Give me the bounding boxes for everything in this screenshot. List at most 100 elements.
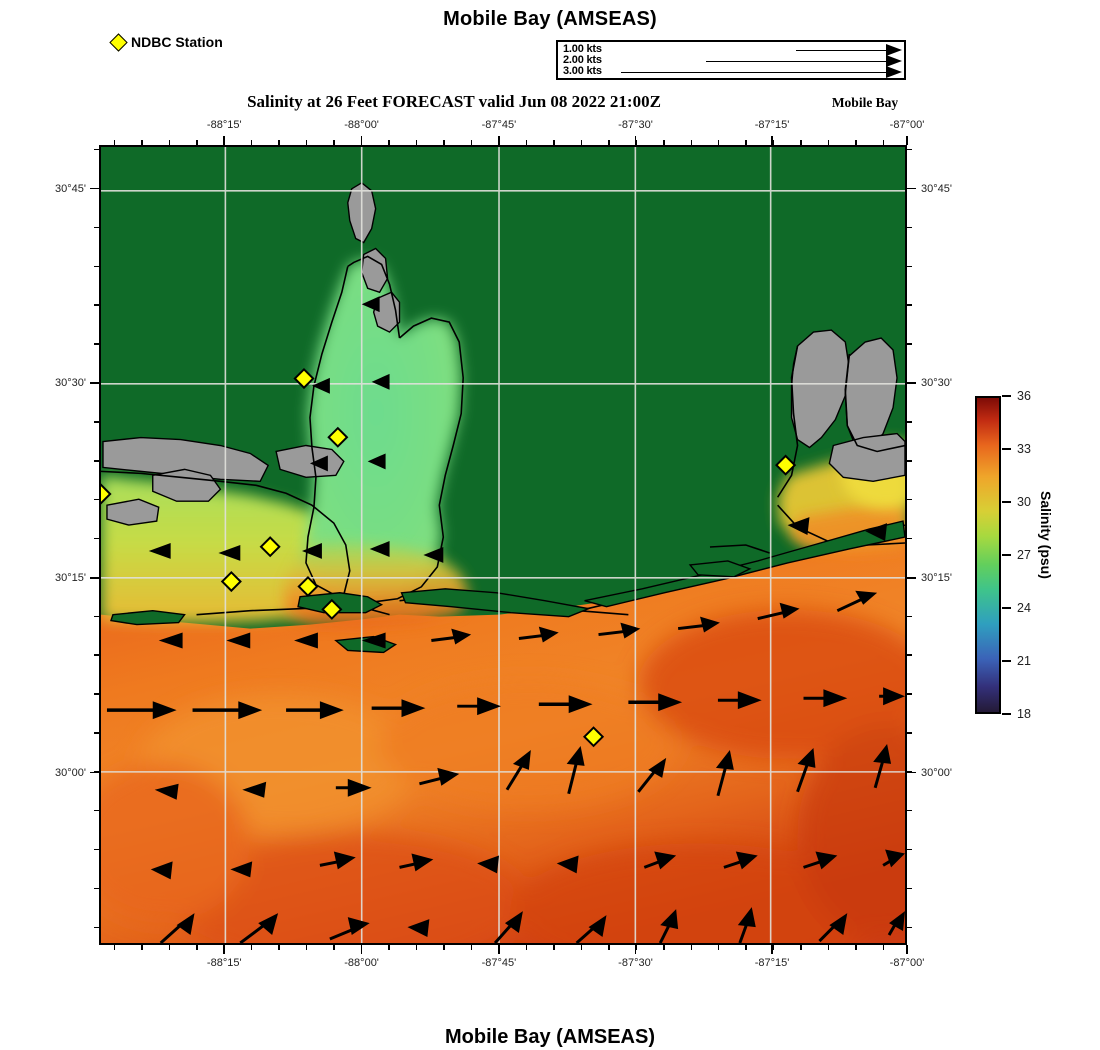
axis-major-tick-y: [90, 187, 99, 190]
current-vector: [505, 749, 531, 791]
current-vector: [477, 855, 500, 874]
axis-minor-tick-y: [907, 693, 912, 695]
axis-minor-tick-y: [907, 926, 912, 929]
axis-minor-tick-x: [223, 945, 225, 950]
axis-minor-tick-x: [196, 945, 198, 950]
vector-scale-shaft: [706, 61, 886, 62]
current-vector: [677, 616, 720, 633]
current-vector: [818, 913, 848, 943]
ndbc-station-marker: [101, 483, 112, 505]
axis-label-longitude-top: -87°30': [618, 119, 653, 131]
ndbc-station-marker: [259, 536, 281, 558]
current-vector: [286, 701, 344, 720]
current-vector: [796, 747, 816, 793]
axis-minor-tick-y: [907, 343, 912, 345]
axis-major-tick-y: [907, 577, 916, 580]
axis-minor-tick-y: [907, 537, 912, 540]
axis-minor-tick-x: [168, 945, 171, 950]
current-vector: [302, 543, 322, 559]
colorbar-tick: [1002, 395, 1011, 397]
axis-label-longitude-bottom: -87°45': [481, 957, 517, 969]
axis-label-longitude-bottom: -87°15': [754, 957, 790, 969]
axis-minor-tick-x: [663, 945, 665, 950]
current-vector: [311, 377, 330, 394]
axis-major-tick-x: [634, 945, 637, 954]
axis-minor-tick-x: [333, 945, 335, 950]
ndbc-station-marker: [321, 598, 343, 620]
ndbc-station-marker: [220, 570, 242, 593]
axis-major-tick-y: [90, 577, 99, 580]
vector-scale-row: 1.00 kts: [558, 44, 904, 56]
current-vector: [803, 689, 848, 708]
current-vector: [575, 915, 607, 943]
axis-minor-tick-x: [553, 945, 555, 950]
axis-minor-tick-x: [608, 945, 610, 950]
axis-label-longitude-bottom: -88°00': [344, 957, 379, 969]
axis-label-longitude-bottom: -87°00': [889, 957, 925, 969]
axis-minor-tick-x: [525, 945, 528, 950]
axis-major-tick-y: [907, 187, 916, 190]
ndbc-station-legend-label: NDBC Station: [131, 34, 223, 50]
ndbc-station-marker: [775, 454, 797, 476]
axis-minor-tick-y: [907, 265, 912, 268]
axis-minor-tick-x: [470, 945, 473, 950]
axis-label-longitude-top: -88°15': [206, 119, 242, 131]
current-vector: [715, 749, 734, 797]
salinity-field-map: [101, 147, 905, 943]
current-vector: [556, 855, 579, 874]
current-vector: [159, 913, 195, 943]
axis-label-longitude-bottom: -88°15': [206, 957, 242, 969]
axis-minor-tick-x: [498, 945, 500, 950]
axis-label-latitude-left: 30°30': [55, 377, 86, 389]
axis-minor-tick-y: [907, 887, 912, 890]
axis-label-latitude-left: 30°45': [55, 182, 86, 195]
axis-label-longitude-bottom: -87°30': [618, 957, 653, 969]
axis-major-tick-x: [223, 136, 226, 145]
footer-title: Mobile Bay (AMSEAS): [444, 1026, 656, 1048]
current-vector: [887, 911, 905, 936]
axis-minor-tick-x: [113, 945, 116, 950]
current-vector: [329, 917, 370, 941]
current-vector: [538, 695, 593, 714]
current-vector: [493, 911, 523, 943]
axis-minor-tick-y: [907, 421, 912, 423]
ndbc-station-marker-icon: [109, 32, 128, 52]
axis-major-tick-x: [360, 136, 363, 145]
axis-label-longitude-top: -87°15': [754, 119, 790, 131]
axis-major-tick-x: [360, 945, 363, 954]
current-vector: [371, 699, 426, 718]
axis-minor-tick-x: [278, 945, 280, 950]
vector-scale-arrowhead-icon: [886, 55, 902, 67]
vector-scale-label: 2.00 kts: [563, 54, 602, 66]
axis-label-longitude-top: -87°45': [481, 119, 517, 131]
axis-minor-tick-y: [907, 615, 912, 618]
current-vector: [371, 373, 390, 390]
axis-label-latitude-right: 30°45': [921, 182, 952, 195]
current-vector: [335, 778, 372, 797]
axis-minor-tick-y: [907, 771, 912, 773]
axis-minor-tick-x: [388, 945, 390, 950]
axis-major-tick-x: [906, 136, 908, 145]
colorbar-tick-label: 33: [1017, 442, 1031, 456]
axis-minor-tick-x: [443, 945, 445, 950]
vector-scale-row: 3.00 kts: [558, 65, 904, 78]
axis-minor-tick-y: [907, 654, 912, 656]
vector-scale-arrowhead-icon: [886, 44, 902, 56]
vector-scale-label: 3.00 kts: [563, 65, 602, 77]
vector-scale-arrowhead-icon: [886, 66, 902, 78]
current-vector: [361, 632, 386, 649]
map-plot-area[interactable]: [99, 145, 907, 945]
axis-minor-tick-x: [415, 945, 418, 950]
current-vector: [757, 602, 800, 621]
current-vector: [361, 296, 380, 313]
current-vector: [218, 545, 241, 561]
current-vector: [158, 632, 183, 649]
vector-scale-shaft: [621, 72, 886, 73]
vector-scale-shaft: [796, 50, 886, 51]
vector-scale-row: 2.00 kts: [558, 54, 904, 67]
colorbar-tick: [1002, 660, 1011, 662]
axis-minor-tick-y: [907, 732, 912, 734]
axis-minor-tick-x: [800, 945, 802, 950]
mobile-bay-region: [305, 258, 462, 601]
current-vector: [230, 861, 253, 878]
